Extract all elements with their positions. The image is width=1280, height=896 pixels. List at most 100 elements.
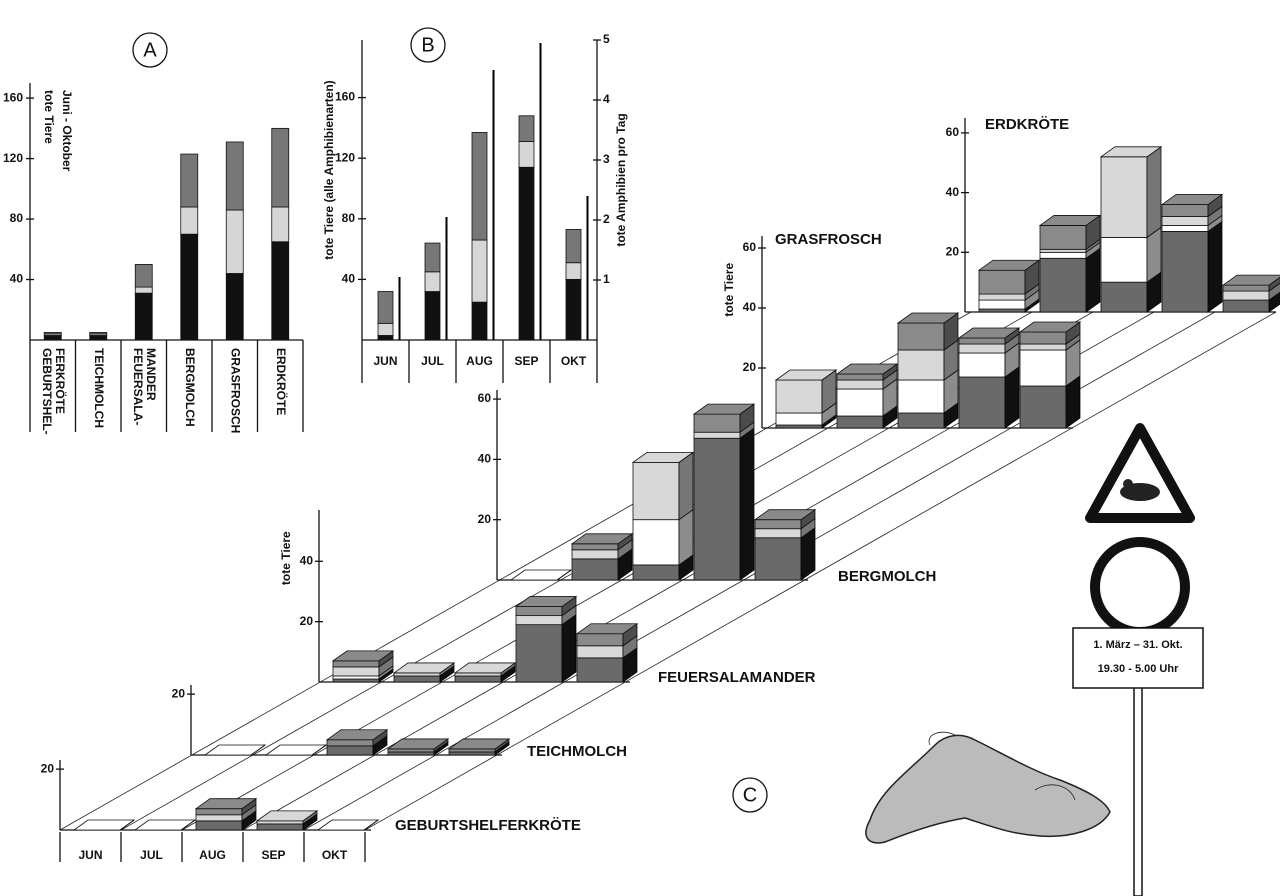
bar-side-shade (1086, 215, 1100, 250)
bar-segment (515, 606, 563, 617)
bar-segment (271, 127, 290, 208)
x-tick-label: GRASFROSCH (229, 348, 243, 433)
bar-segment (471, 301, 488, 341)
bar-segment (377, 322, 394, 336)
bar-top (392, 662, 456, 674)
bar-segment (326, 745, 374, 756)
road-sign: 1. März – 31. Okt. 19.30 - 5.00 Uhr (1072, 423, 1204, 896)
bar-segment (518, 166, 535, 341)
bar-side-shade (1086, 239, 1100, 253)
bar-side-shade (623, 623, 637, 646)
species-title: GEBURTSHELFERKRÖTE (395, 817, 581, 834)
bar-segment (43, 335, 62, 341)
bar-segment (1039, 251, 1087, 259)
bar-segment (978, 293, 1026, 301)
bar-segment (89, 335, 108, 341)
bar-segment (424, 291, 441, 341)
bar-segment (134, 292, 153, 341)
bar-segment (1161, 204, 1209, 217)
bar-side-shade (740, 404, 754, 433)
bar-side-shade (679, 554, 693, 580)
bar-top (325, 729, 389, 741)
bar-segment (134, 286, 153, 294)
y2-tick-label: 1 (603, 272, 610, 286)
y-axis-label: tote Tiere (722, 263, 736, 317)
bar-side-shade (883, 406, 897, 428)
bar-segment (393, 672, 441, 677)
bar-side-shade (440, 662, 454, 676)
bar-top (1160, 194, 1224, 205)
bar-segment (195, 820, 243, 831)
bar-side-shade (944, 313, 958, 350)
x-tick-label: GEBURTSHEL- (40, 348, 54, 435)
bar-top (570, 533, 634, 545)
species-title: ERDKRÖTE (985, 116, 1069, 133)
bar-segment (332, 660, 380, 668)
bar-segment (565, 228, 582, 264)
x-tick-label: OKT (322, 848, 348, 862)
bar-side-shade (303, 813, 317, 830)
bar-side-shade (1147, 227, 1161, 283)
bar-segment (332, 678, 380, 683)
bar-side-shade (1208, 221, 1222, 312)
bar-segment (576, 645, 624, 659)
y-tick-label: 20 (300, 614, 314, 628)
bar-segment (1100, 236, 1148, 283)
bar-side-shade (242, 804, 256, 821)
sign-text: 19.30 - 5.00 Uhr (1098, 663, 1179, 675)
bar-segment (89, 332, 108, 335)
bar-top (264, 744, 328, 756)
x-tick-label: MANDER (144, 348, 158, 401)
bar-segment (754, 519, 802, 530)
bar-side-shade (1208, 206, 1222, 226)
bar-top (835, 363, 899, 375)
bar-segment (571, 543, 619, 551)
bar-segment (1039, 257, 1087, 313)
bar-segment (1222, 284, 1270, 292)
bar-side-shade (373, 735, 387, 755)
sign-plate (1072, 627, 1204, 689)
bar-segment (775, 412, 823, 426)
bar-segment (565, 262, 582, 280)
bar-segment (454, 672, 502, 677)
bar-segment (978, 308, 1026, 313)
bar-side-shade (495, 741, 509, 755)
bar-segment (1019, 385, 1067, 429)
bar-segment (958, 352, 1006, 378)
bar-segment (332, 675, 380, 680)
y-tick-label: 20 (41, 761, 55, 775)
y-tick-label: 120 (3, 151, 23, 165)
bar-segment (1019, 349, 1067, 387)
prohibition-circle (1090, 537, 1190, 637)
y-tick-label: 20 (743, 360, 757, 374)
bar-segment (424, 271, 441, 292)
bar-side (1268, 282, 1280, 301)
bar-side-shade (1005, 328, 1019, 344)
bar-side-shade (562, 596, 576, 616)
bar-side-shade (1147, 272, 1161, 312)
bar-side-shade (1066, 322, 1080, 344)
bar-side-shade (1269, 277, 1280, 292)
bar-segment (754, 537, 802, 581)
bar-side-shade (1086, 242, 1100, 259)
bar-side-shade (1066, 334, 1080, 350)
bar-side-shade (1086, 248, 1100, 312)
bar-side-shade (1005, 343, 1019, 377)
bar-segment (693, 437, 741, 581)
bar-side-shade (1025, 284, 1039, 301)
bar-side-shade (801, 527, 815, 580)
bar-segment (632, 461, 680, 521)
bar-side-shade (623, 647, 637, 682)
bar-side-shade (1147, 146, 1161, 238)
y-axis-label: tote Tiere (42, 90, 56, 144)
bar-segment (256, 820, 304, 825)
label-circle (132, 32, 168, 68)
y-tick-label: 40 (342, 272, 356, 286)
x-tick-label: FERKRÖTE (53, 348, 68, 414)
bar-segment (836, 373, 884, 381)
bar-side-shade (1005, 334, 1019, 353)
y-tick-label: 40 (10, 272, 24, 286)
bar-top (753, 509, 817, 521)
x-tick-label: TEICHMOLCH (92, 348, 106, 428)
bar-top (1018, 321, 1082, 333)
